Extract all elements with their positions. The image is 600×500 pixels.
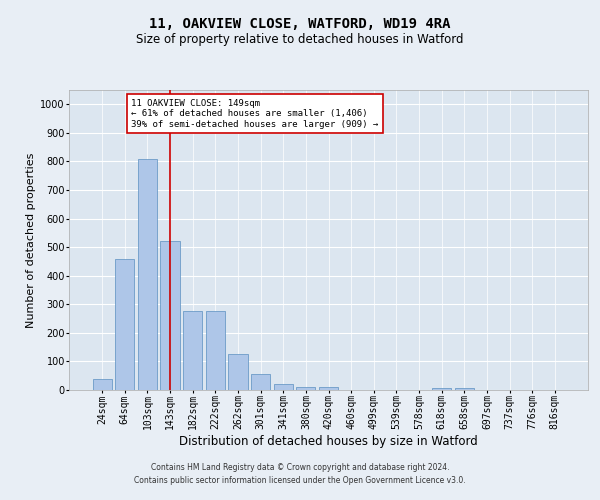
Bar: [160, 242, 180, 390]
Bar: [92, 378, 112, 390]
Text: 11, OAKVIEW CLOSE, WATFORD, WD19 4RA: 11, OAKVIEW CLOSE, WATFORD, WD19 4RA: [149, 18, 451, 32]
Bar: [206, 312, 225, 390]
Y-axis label: Number of detached properties: Number of detached properties: [26, 152, 36, 328]
X-axis label: Distribution of detached houses by size in Watford: Distribution of detached houses by size …: [179, 435, 478, 448]
Text: Contains HM Land Registry data © Crown copyright and database right 2024.: Contains HM Land Registry data © Crown c…: [151, 462, 449, 471]
Bar: [115, 258, 134, 390]
Bar: [229, 354, 248, 390]
Bar: [251, 374, 270, 390]
Text: Size of property relative to detached houses in Watford: Size of property relative to detached ho…: [136, 32, 464, 46]
Text: Contains public sector information licensed under the Open Government Licence v3: Contains public sector information licen…: [134, 476, 466, 485]
Bar: [274, 384, 293, 390]
Bar: [183, 312, 202, 390]
Bar: [296, 386, 316, 390]
Text: 11 OAKVIEW CLOSE: 149sqm
← 61% of detached houses are smaller (1,406)
39% of sem: 11 OAKVIEW CLOSE: 149sqm ← 61% of detach…: [131, 99, 379, 129]
Bar: [319, 386, 338, 390]
Bar: [432, 388, 451, 390]
Bar: [138, 158, 157, 390]
Bar: [455, 388, 474, 390]
